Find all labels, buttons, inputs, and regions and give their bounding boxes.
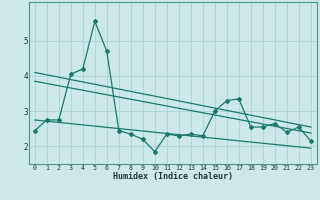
X-axis label: Humidex (Indice chaleur): Humidex (Indice chaleur) xyxy=(113,172,233,181)
